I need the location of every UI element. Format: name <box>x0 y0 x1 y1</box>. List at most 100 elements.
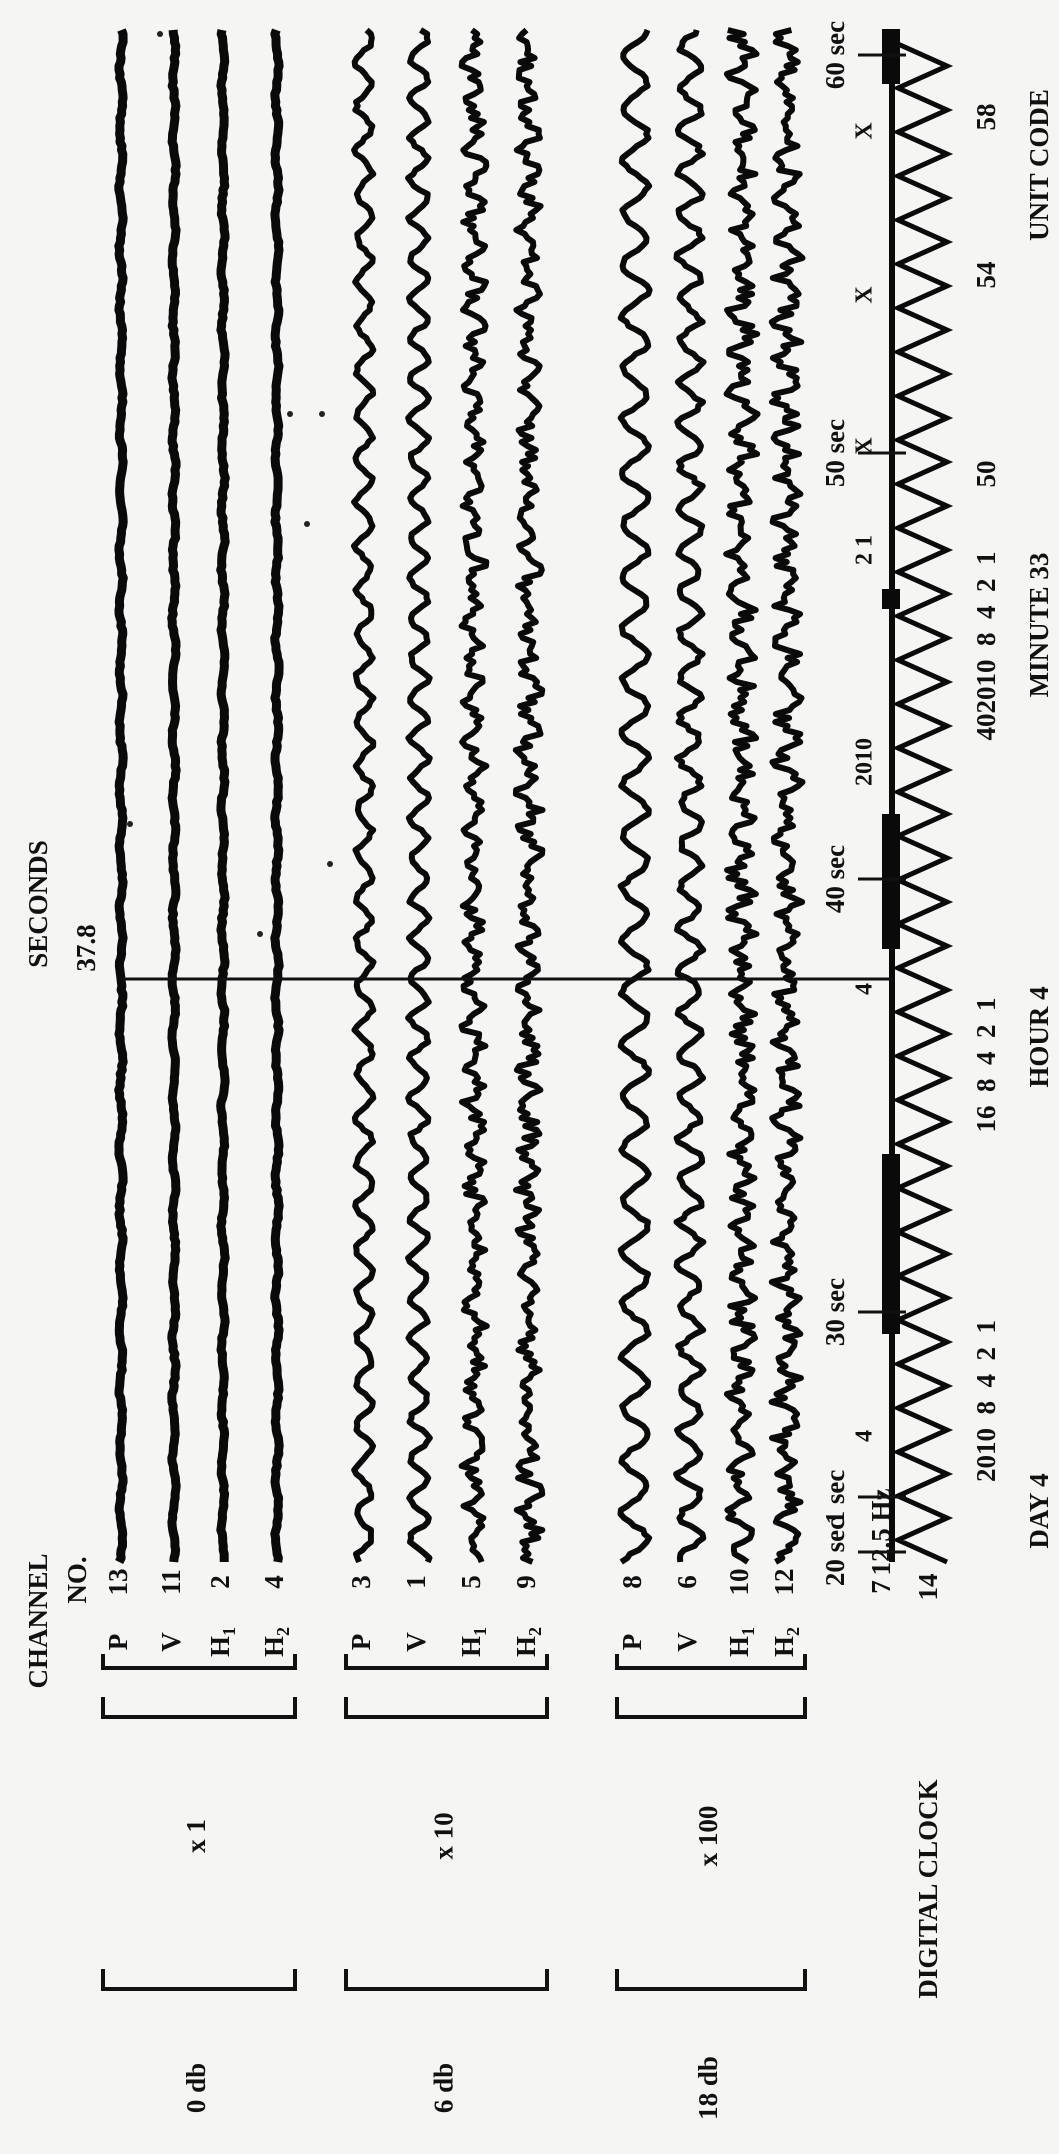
channel-number: 5 <box>456 1575 486 1589</box>
time-mark: 40 sec <box>820 845 850 913</box>
bracket <box>344 1654 549 1670</box>
channel-number: 2 <box>205 1575 235 1589</box>
bracket <box>615 1697 807 1719</box>
speck <box>327 861 333 867</box>
channel-number: 9 <box>511 1575 541 1589</box>
trace <box>673 29 707 1563</box>
bracket <box>101 1969 297 1991</box>
time-mark: 50 sec <box>820 419 850 487</box>
trace <box>768 27 806 1565</box>
trace-annotation: 2010 <box>852 738 878 786</box>
channel-number: 12 <box>769 1569 799 1596</box>
trace-annotation: 2 1 <box>852 535 878 565</box>
channel-number: 11 <box>156 1569 186 1595</box>
channel-component: P <box>617 1634 647 1651</box>
channel-component: H1 <box>724 1627 758 1657</box>
channel-component: V <box>672 1632 702 1652</box>
bracket <box>344 1697 549 1719</box>
channel-number: 8 <box>617 1575 647 1589</box>
time-mark: 30 sec <box>820 1278 850 1346</box>
component-letter: P <box>346 1634 376 1651</box>
component-letter: H <box>511 1636 541 1657</box>
trace <box>114 28 128 1565</box>
time-mark: 1 sec <box>820 1470 850 1525</box>
clock-code: 16 8 4 2 1 <box>971 998 1001 1133</box>
channel-component: H2 <box>769 1627 803 1657</box>
db-label: 0 db <box>181 2063 211 2113</box>
component-letter: H <box>456 1636 486 1657</box>
clock-code: 402010 8 4 2 1 <box>971 552 1001 741</box>
component-subscript: 2 <box>783 1627 803 1636</box>
trace <box>723 27 761 1565</box>
trace-annotation: X <box>852 122 878 140</box>
bracket <box>615 1969 807 1991</box>
db-label: 6 db <box>429 2063 459 2113</box>
clock-trace <box>891 41 954 1565</box>
channel-component: V <box>156 1632 186 1652</box>
trace <box>512 27 546 1565</box>
clock-code: 50 <box>971 461 1001 488</box>
component-letter: P <box>617 1634 647 1651</box>
channel-number: 1 <box>401 1575 431 1589</box>
channel-number: 10 <box>724 1569 754 1596</box>
timing-block <box>882 589 900 609</box>
trace <box>458 27 490 1564</box>
header-value: 37.8 <box>71 924 101 971</box>
channel-component: P <box>103 1634 133 1651</box>
component-subscript: 2 <box>525 1627 545 1636</box>
speck <box>304 521 310 527</box>
timing-block <box>882 1154 900 1334</box>
header-title: SECONDS <box>23 840 53 968</box>
bracket <box>615 1654 807 1670</box>
channel-number: 4 <box>259 1575 289 1589</box>
speck <box>127 821 133 827</box>
trace-annotation: X <box>852 286 878 304</box>
trace <box>216 29 230 1563</box>
time-mark: 60 sec <box>820 21 850 89</box>
component-letter: H <box>769 1636 799 1657</box>
clock-field: DAY 4 <box>1024 1473 1054 1548</box>
timing-number: 7 <box>866 1580 896 1594</box>
clock-field: MINUTE 33 <box>1024 553 1054 698</box>
db-label: 18 db <box>693 2056 723 2120</box>
bracket <box>101 1654 297 1670</box>
channel-header: NO. <box>62 1556 92 1603</box>
channel-component: H2 <box>511 1627 545 1657</box>
trace-annotation: 4 <box>852 1430 878 1442</box>
component-subscript: 1 <box>219 1627 239 1636</box>
clock-code: 2010 8 4 2 1 <box>971 1320 1001 1482</box>
component-letter: H <box>259 1636 289 1657</box>
component-subscript: 1 <box>738 1627 758 1636</box>
trace <box>167 29 181 1563</box>
channel-component: V <box>401 1632 431 1652</box>
gain-label: x 100 <box>693 1806 723 1867</box>
trace <box>617 28 653 1565</box>
time-mark: 20 sec <box>820 1518 850 1586</box>
component-letter: V <box>156 1632 186 1652</box>
bracket <box>101 1697 297 1719</box>
trace-annotation: 4 <box>852 983 878 995</box>
gain-label: x 10 <box>429 1812 459 1859</box>
channel-number: 3 <box>346 1575 376 1589</box>
clock-code: 58 <box>971 104 1001 131</box>
speck <box>257 931 263 937</box>
trace-annotation: X <box>852 437 878 455</box>
channel-number: 13 <box>103 1569 133 1596</box>
trace <box>405 27 433 1564</box>
component-letter: H <box>205 1636 235 1657</box>
component-subscript: 2 <box>273 1627 293 1636</box>
component-letter: P <box>103 1634 133 1651</box>
trace <box>270 28 284 1563</box>
speck <box>287 411 293 417</box>
clock-label: DIGITAL CLOCK <box>913 1779 943 1998</box>
channel-component: H2 <box>259 1627 293 1657</box>
component-letter: V <box>672 1632 702 1652</box>
component-letter: V <box>401 1632 431 1652</box>
clock-number: 14 <box>913 1574 943 1601</box>
component-subscript: 1 <box>470 1627 490 1636</box>
bracket <box>344 1969 549 1991</box>
gain-label: x 1 <box>181 1819 211 1853</box>
